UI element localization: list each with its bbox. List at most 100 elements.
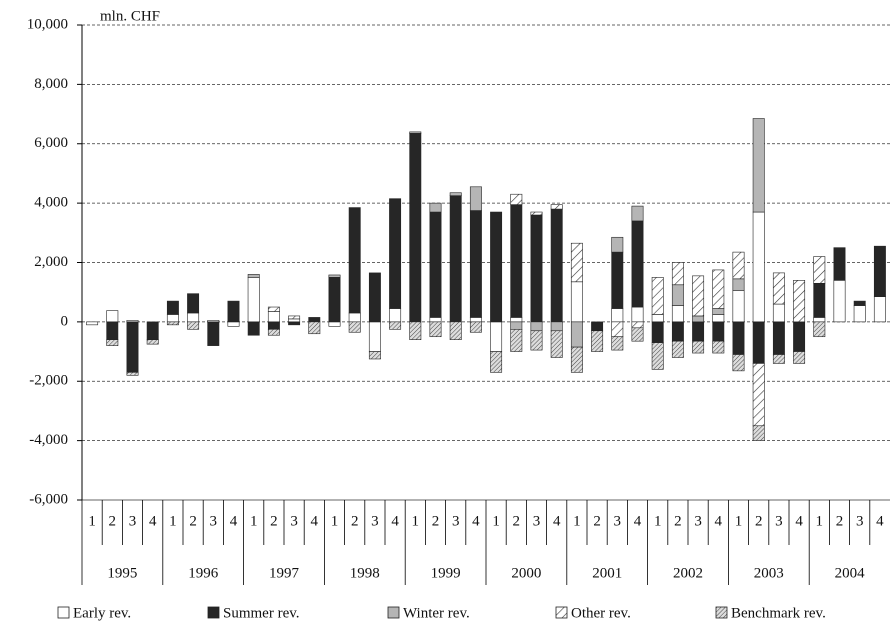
bar-segment [288, 318, 301, 323]
bar-segment [389, 321, 402, 330]
x-tick-label: 4 [149, 513, 157, 529]
bar-segment [631, 327, 644, 342]
x-tick-label: 3 [210, 513, 218, 529]
bar-segment [772, 272, 785, 305]
x-tick-label: 4 [876, 513, 884, 529]
legend-label: Other rev. [571, 605, 631, 621]
x-tick-label: 1 [250, 513, 258, 529]
x-tick-label: 2 [189, 513, 197, 529]
x-tick-label: 1 [654, 513, 662, 529]
bar-segment [651, 342, 664, 370]
y-axis-label: mln. CHF [100, 8, 160, 24]
legend-swatch [57, 606, 70, 619]
bar-segment [227, 321, 240, 327]
bar-segment [712, 308, 725, 315]
x-tick-label: 2 [109, 513, 117, 529]
bar-segment [570, 321, 583, 348]
bar-segment [126, 372, 139, 376]
x-tick-label: 1 [816, 513, 824, 529]
x-tick-label: 4 [472, 513, 480, 529]
bar-segment [247, 321, 260, 336]
x-tick-label: 1 [169, 513, 177, 529]
bar-segment [146, 339, 159, 345]
x-tick-label: 1 [735, 513, 743, 529]
bar-segment [288, 315, 301, 320]
bar-segment [550, 321, 563, 332]
x-tick-label: 4 [553, 513, 561, 529]
bar-segment [833, 280, 846, 323]
x-group-label: 1996 [188, 565, 219, 581]
bar-segment [873, 296, 886, 323]
x-tick-label: 2 [674, 513, 682, 529]
x-group-label: 2001 [592, 565, 622, 581]
bar-segment [732, 354, 745, 372]
x-tick-label: 4 [715, 513, 723, 529]
bar-segment [227, 300, 240, 323]
bar-segment [591, 330, 604, 352]
bar-segment [429, 202, 442, 213]
bar-segment [368, 351, 381, 360]
bar-segment [570, 346, 583, 373]
y-tick-label: 4,000 [34, 195, 68, 211]
bar-segment [752, 425, 765, 441]
y-tick-label: -4,000 [29, 432, 68, 448]
bar-segment [833, 247, 846, 281]
bar-segment [671, 321, 684, 342]
bar-segment [772, 354, 785, 364]
bar-segment [772, 321, 785, 355]
bar-segment [631, 205, 644, 222]
bar-segment [409, 321, 422, 340]
bar-segment [328, 321, 341, 327]
bar-segment [692, 321, 705, 342]
x-tick-label: 4 [634, 513, 642, 529]
bar-segment [267, 328, 280, 336]
bar-segment [106, 339, 119, 346]
bar-segment [510, 317, 523, 323]
bar-segment [692, 275, 705, 317]
bar-segment [86, 321, 99, 326]
bar-segment [469, 317, 482, 323]
x-tick-label: 4 [230, 513, 238, 529]
legend-swatch [555, 606, 568, 619]
x-tick-label: 2 [270, 513, 278, 529]
y-tick-label: -6,000 [29, 491, 68, 507]
bar-segment [712, 340, 725, 354]
x-tick-label: 1 [88, 513, 96, 529]
bar-segment [813, 321, 826, 338]
y-tick-label: 0 [61, 313, 69, 329]
bar-segment [692, 340, 705, 354]
bar-segment [187, 293, 200, 314]
bar-segment [490, 351, 503, 373]
bar-segment [550, 330, 563, 358]
x-tick-label: 2 [351, 513, 359, 529]
bar-segment [449, 321, 462, 340]
bar-segment [146, 321, 159, 340]
bar-segment [651, 277, 664, 315]
x-tick-label: 4 [311, 513, 319, 529]
bar-segment [429, 321, 442, 338]
bar-segment [732, 290, 745, 323]
bar-segment [166, 314, 179, 323]
bar-segment [106, 321, 119, 340]
bar-segment [409, 133, 422, 323]
bar-segment [267, 321, 280, 330]
bar-segment [570, 242, 583, 283]
y-tick-label: 10,000 [27, 16, 68, 32]
x-tick-label: 3 [775, 513, 783, 529]
legend-swatch [387, 606, 400, 619]
bar-segment [389, 308, 402, 323]
bar-segment [267, 306, 280, 312]
y-tick-label: -2,000 [29, 373, 68, 389]
y-tick-label: 8,000 [34, 76, 68, 92]
bar-segment [752, 211, 765, 323]
bar-segment [550, 204, 563, 210]
legend-label: Winter rev. [403, 605, 470, 621]
bar-segment [631, 220, 644, 308]
legend-label: Early rev. [73, 605, 131, 621]
x-group-label: 2000 [511, 565, 541, 581]
bar-segment [308, 317, 321, 323]
bar-segment [328, 274, 341, 278]
bar-segment [611, 251, 624, 309]
bar-segment [793, 321, 806, 352]
bar-segment [570, 281, 583, 323]
